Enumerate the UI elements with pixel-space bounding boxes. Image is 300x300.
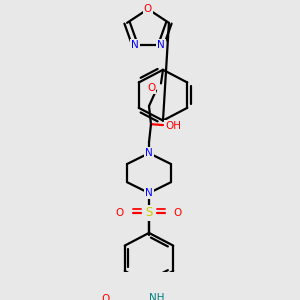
Text: N: N [145,188,153,198]
Text: O: O [144,4,152,14]
Text: O: O [147,83,155,93]
Text: N: N [157,40,165,50]
Text: N: N [131,40,139,50]
Text: O: O [174,208,182,218]
Text: S: S [145,206,153,220]
Text: O: O [116,208,124,218]
Text: OH: OH [165,121,181,131]
Text: N: N [145,148,153,158]
Text: NH: NH [149,293,165,300]
Text: O: O [101,294,109,300]
